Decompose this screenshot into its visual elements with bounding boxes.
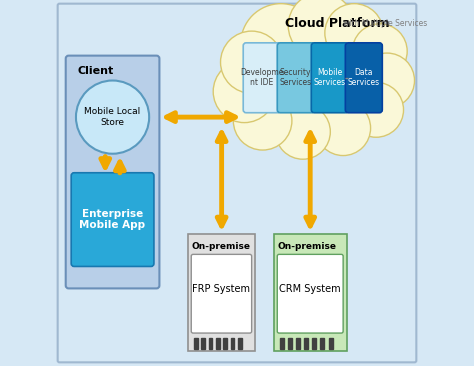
Bar [194, 338, 198, 349]
FancyBboxPatch shape [277, 43, 314, 113]
Bar [304, 338, 309, 349]
Bar [231, 338, 235, 349]
Circle shape [233, 92, 292, 150]
Text: Enterprise
Mobile App: Enterprise Mobile App [80, 209, 146, 231]
FancyBboxPatch shape [58, 4, 416, 362]
Ellipse shape [241, 22, 394, 132]
Text: FRP System: FRP System [192, 284, 250, 294]
Text: Security
Services: Security Services [280, 68, 312, 87]
Circle shape [325, 4, 383, 62]
Circle shape [349, 82, 403, 137]
Ellipse shape [76, 81, 149, 154]
Text: Developme
nt IDE: Developme nt IDE [240, 68, 283, 87]
Circle shape [316, 101, 371, 156]
Text: Mobile
Services: Mobile Services [314, 68, 346, 87]
FancyBboxPatch shape [277, 254, 343, 333]
Bar [312, 338, 317, 349]
Bar [223, 338, 227, 349]
Bar [209, 338, 212, 349]
Text: Cloud Platform: Cloud Platform [284, 17, 389, 30]
Circle shape [275, 104, 330, 159]
Text: with Multiple Services: with Multiple Services [343, 19, 428, 28]
Bar [238, 338, 242, 349]
FancyBboxPatch shape [311, 43, 348, 113]
Text: Mobile Local
Store: Mobile Local Store [84, 107, 141, 127]
Bar [320, 338, 325, 349]
Bar [288, 338, 292, 349]
Text: Data
Services: Data Services [348, 68, 380, 87]
Bar [328, 338, 333, 349]
Text: On-premise: On-premise [277, 242, 336, 251]
Circle shape [241, 4, 321, 84]
Text: Client: Client [78, 66, 114, 76]
FancyBboxPatch shape [346, 43, 383, 113]
FancyBboxPatch shape [66, 56, 159, 288]
Bar [201, 338, 205, 349]
Circle shape [352, 24, 407, 79]
Circle shape [220, 31, 283, 93]
FancyBboxPatch shape [71, 173, 154, 266]
FancyBboxPatch shape [188, 234, 255, 351]
Bar [280, 338, 284, 349]
Bar [296, 338, 301, 349]
Bar [216, 338, 220, 349]
Circle shape [213, 60, 275, 123]
FancyBboxPatch shape [191, 254, 252, 333]
Text: CRM System: CRM System [279, 284, 341, 294]
Circle shape [288, 0, 354, 59]
FancyBboxPatch shape [243, 43, 280, 113]
FancyBboxPatch shape [273, 234, 347, 351]
Text: On-premise: On-premise [191, 242, 250, 251]
Circle shape [360, 53, 414, 108]
